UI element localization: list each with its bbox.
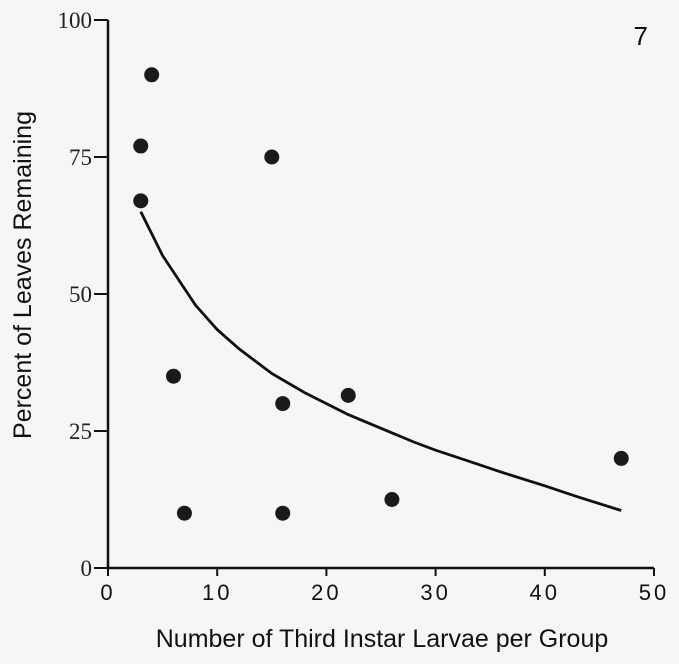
- y-tick-label: 0: [81, 556, 93, 581]
- y-tick-label: 50: [69, 282, 92, 307]
- x-tick-label: 40: [530, 580, 560, 605]
- data-point: [133, 138, 149, 154]
- x-tick-label: 0: [100, 580, 115, 605]
- data-point: [613, 450, 629, 466]
- x-tick-label: 20: [311, 580, 341, 605]
- y-tick-label: 75: [69, 145, 92, 170]
- y-axis-title: Percent of Leaves Remaining: [9, 111, 37, 439]
- data-point: [133, 193, 149, 209]
- axes: 0 25 50 75 100 0 10 20 30 40 50: [58, 8, 669, 605]
- data-points: [133, 67, 629, 521]
- data-point: [166, 368, 182, 384]
- data-point: [176, 505, 192, 521]
- y-tick-label: 100: [58, 8, 93, 33]
- data-point: [275, 396, 291, 412]
- data-point: [340, 387, 356, 403]
- x-tick-label: 50: [639, 580, 669, 605]
- x-tick-label: 10: [202, 580, 232, 605]
- y-tick-label: 25: [69, 419, 92, 444]
- data-point: [144, 67, 160, 83]
- x-axis-title: Number of Third Instar Larvae per Group: [156, 625, 609, 653]
- fit-curve-layer: [139, 211, 622, 512]
- data-point: [384, 492, 400, 507]
- fit-curve: [139, 211, 622, 512]
- data-point: [275, 505, 291, 521]
- panel-label: 7: [634, 21, 648, 51]
- x-tick-label: 30: [420, 580, 450, 605]
- data-point: [264, 149, 280, 165]
